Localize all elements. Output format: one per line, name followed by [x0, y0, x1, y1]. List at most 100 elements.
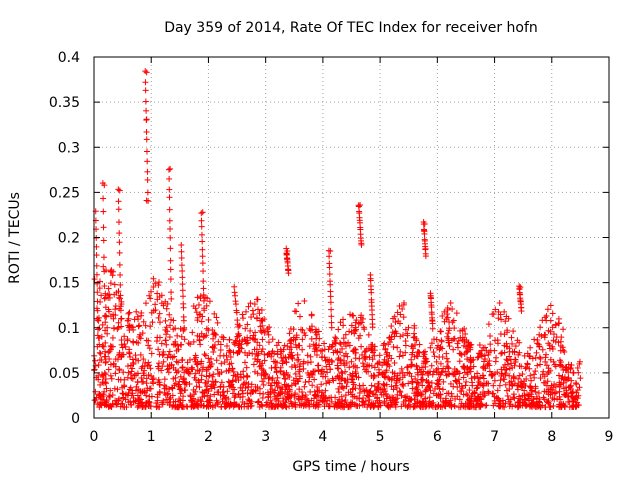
data-point	[474, 354, 481, 361]
data-point	[107, 372, 114, 379]
data-point	[269, 336, 276, 343]
data-point	[568, 377, 575, 384]
data-point	[530, 396, 537, 403]
data-point	[447, 299, 454, 306]
data-point	[225, 378, 232, 385]
data-point	[359, 398, 366, 405]
data-point	[119, 344, 126, 351]
data-point	[96, 341, 103, 348]
data-point	[227, 348, 234, 355]
data-point	[496, 299, 503, 306]
data-point	[443, 355, 450, 362]
data-point	[537, 361, 544, 368]
data-point	[254, 339, 261, 346]
data-point	[260, 367, 267, 374]
data-point	[534, 362, 541, 369]
data-point	[349, 373, 356, 380]
data-point	[123, 404, 130, 411]
data-point	[173, 369, 180, 376]
data-point	[152, 301, 159, 308]
data-point	[400, 332, 407, 339]
data-point	[248, 381, 255, 388]
data-point	[336, 380, 343, 387]
data-point	[254, 370, 261, 377]
data-point	[402, 338, 409, 345]
data-point	[561, 348, 568, 355]
data-point	[361, 354, 368, 361]
data-point	[371, 402, 378, 409]
data-point	[352, 355, 359, 362]
data-point	[456, 358, 463, 365]
data-points	[91, 68, 584, 411]
data-point	[142, 300, 149, 307]
data-point	[366, 397, 373, 404]
data-point	[443, 390, 450, 397]
data-point	[487, 341, 494, 348]
data-point	[537, 355, 544, 362]
data-point	[370, 372, 377, 379]
data-point	[553, 334, 560, 341]
data-point	[342, 331, 349, 338]
data-point	[493, 354, 500, 361]
data-point	[247, 300, 254, 307]
data-point	[521, 378, 528, 385]
data-point	[509, 340, 516, 347]
data-point	[501, 404, 508, 411]
data-point	[112, 306, 119, 313]
data-point	[360, 382, 367, 389]
data-point	[211, 310, 218, 317]
data-point	[209, 373, 216, 380]
data-point	[365, 393, 372, 400]
data-point	[515, 351, 522, 358]
data-point	[172, 398, 179, 405]
data-point	[483, 380, 490, 387]
data-point	[205, 316, 212, 323]
data-point	[439, 404, 446, 411]
data-point	[378, 391, 385, 398]
data-point	[527, 372, 534, 379]
data-point	[130, 326, 137, 333]
data-point	[185, 340, 192, 347]
data-point	[94, 315, 101, 322]
data-point	[140, 356, 147, 363]
data-point	[102, 319, 109, 326]
data-point	[154, 290, 161, 297]
data-point	[557, 342, 564, 349]
data-point	[475, 375, 482, 382]
data-point	[433, 336, 440, 343]
data-point	[173, 358, 180, 365]
data-point	[164, 354, 171, 361]
data-point	[136, 333, 143, 340]
data-point	[112, 312, 119, 319]
data-point	[299, 327, 306, 334]
data-point	[524, 350, 531, 357]
data-point	[349, 400, 356, 407]
data-point	[567, 382, 574, 389]
data-point	[227, 353, 234, 360]
data-point	[183, 403, 190, 410]
data-point	[347, 399, 354, 406]
data-point	[160, 351, 167, 358]
data-point	[273, 369, 280, 376]
data-point	[440, 378, 447, 385]
data-point	[485, 389, 492, 396]
data-point	[307, 353, 314, 360]
data-point	[352, 324, 359, 331]
data-point	[388, 383, 395, 390]
data-point	[195, 377, 202, 384]
data-point	[475, 379, 482, 386]
data-point	[396, 353, 403, 360]
data-point	[266, 374, 273, 381]
data-point	[575, 369, 582, 376]
data-point	[304, 352, 311, 359]
data-point	[169, 392, 176, 399]
data-point	[215, 338, 222, 345]
data-point	[292, 341, 299, 348]
data-point	[98, 292, 105, 299]
data-point	[223, 342, 230, 349]
data-point	[164, 366, 171, 373]
data-point	[190, 338, 197, 345]
data-point	[439, 313, 446, 320]
data-point	[357, 386, 364, 393]
data-point	[437, 328, 444, 335]
